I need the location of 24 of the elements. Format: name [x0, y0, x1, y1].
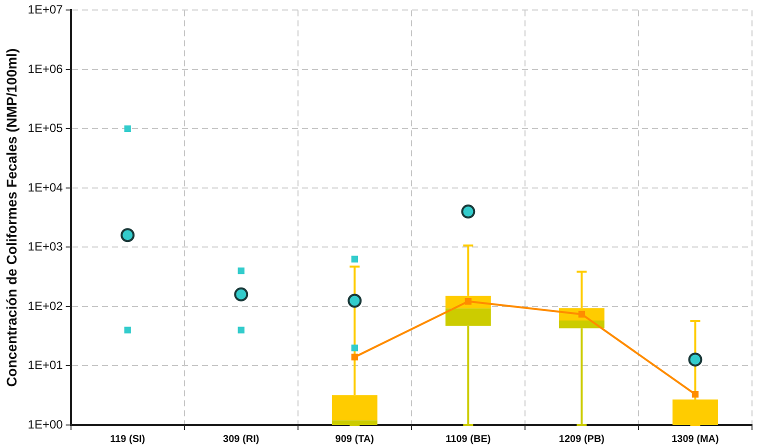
- x-tick-label: 1209 (PB): [558, 434, 604, 445]
- point: [578, 310, 586, 318]
- y-tick-label: 1E+00: [28, 417, 64, 432]
- point: [692, 390, 699, 398]
- y-tick-label: 1E+03: [28, 240, 64, 254]
- y-tick-label: 1E+01: [28, 358, 64, 372]
- x-tick-label: 1109 (BE): [446, 434, 491, 445]
- point: [124, 125, 131, 132]
- y-tick-label: 1E+07: [28, 2, 64, 17]
- point: [464, 298, 472, 305]
- x-tick-label: 119 (SI): [110, 434, 146, 445]
- point: [348, 294, 362, 308]
- x-tick-label: 1309 (MA): [672, 434, 719, 445]
- y-tick-label: 1E+06: [28, 62, 64, 76]
- y-tick-label: 1E+05: [28, 121, 64, 136]
- y-tick-label: 1E+04: [28, 180, 64, 194]
- x-tick-label: 309 (RI): [223, 434, 260, 445]
- y-tick-label: 1E+02: [28, 298, 64, 313]
- point: [461, 204, 476, 219]
- point: [234, 287, 248, 302]
- x-tick-label: 909 (TA): [335, 434, 374, 445]
- point: [351, 354, 358, 360]
- point: [120, 228, 135, 242]
- y-axis-title: Concentración de Coliformes Fecales (NMP/100ml): [3, 48, 20, 387]
